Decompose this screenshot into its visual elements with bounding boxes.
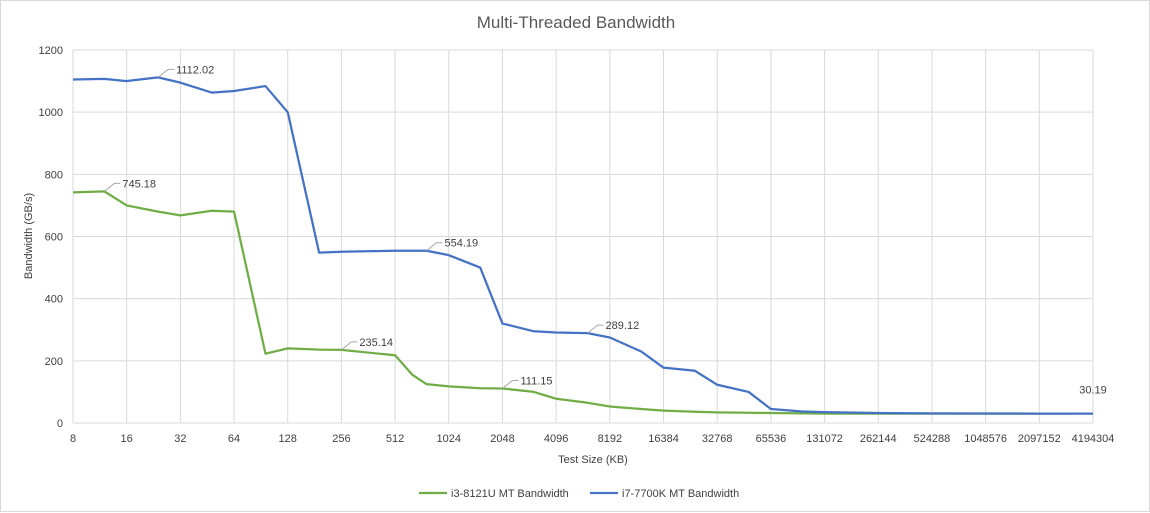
x-tick-label: 131072 — [806, 433, 843, 445]
data-label: 554.19 — [445, 238, 479, 250]
x-tick-label: 8 — [70, 433, 76, 445]
x-tick-label: 32768 — [702, 433, 733, 445]
data-labels: 745.18 235.14 111.15 1112.02 554.19 289.12 30.… — [104, 64, 1107, 397]
chart-title: Multi-Threaded Bandwidth — [477, 13, 675, 32]
data-label-leader — [587, 324, 604, 334]
y-tick-label: 0 — [57, 418, 63, 430]
data-label-leader — [426, 242, 443, 252]
data-label: 30.19 — [1079, 385, 1107, 397]
series-line-i3-8121u[interactable] — [72, 190, 1071, 415]
x-tick-label: 2048 — [490, 433, 514, 445]
x-tick-label: 512 — [386, 433, 404, 445]
y-tick-label: 1000 — [39, 107, 63, 119]
x-tick-label: 128 — [279, 433, 297, 445]
x-tick-label: 1024 — [437, 433, 461, 445]
y-tick-label: 400 — [45, 294, 63, 306]
legend-label-i7[interactable]: i7-7700K MT Bandwidth — [622, 488, 739, 500]
data-label: 289.12 — [606, 320, 640, 332]
x-tick-label: 16 — [121, 433, 133, 445]
x-tick-label: 1048576 — [964, 433, 1007, 445]
legend: i3-8121U MT Bandwidth i7-7700K MT Bandwi… — [419, 488, 739, 500]
x-tick-label: 8192 — [598, 433, 622, 445]
y-tick-label: 600 — [45, 232, 63, 244]
y-tick-label: 1200 — [39, 45, 63, 57]
x-tick-label: 16384 — [648, 433, 679, 445]
series-line-i7-7700k[interactable] — [72, 76, 1094, 415]
data-label-leader — [104, 182, 121, 192]
x-tick-label: 4194304 — [1072, 433, 1115, 445]
x-tick-label: 262144 — [860, 433, 897, 445]
x-tick-label: 2097152 — [1018, 433, 1061, 445]
data-label-leader — [502, 379, 519, 389]
x-axis-label: Test Size (KB) — [558, 454, 628, 466]
y-axis-ticks: 0 200 400 600 800 1000 1200 — [39, 45, 63, 430]
data-label: 1112.02 — [176, 64, 214, 76]
data-label-leader — [157, 68, 175, 78]
legend-label-i3[interactable]: i3-8121U MT Bandwidth — [451, 488, 569, 500]
x-axis-ticks: 8 16 32 64 128 256 512 1024 2048 4096 8192 16384 327… — [70, 433, 1114, 445]
x-tick-label: 32 — [174, 433, 186, 445]
x-tick-label: 64 — [228, 433, 240, 445]
data-label-leader — [341, 341, 358, 351]
data-label: 745.18 — [122, 178, 156, 190]
y-tick-label: 800 — [45, 169, 63, 181]
data-label: 111.15 — [520, 375, 552, 387]
y-axis-label: Bandwidth (GB/s) — [23, 193, 35, 279]
x-tick-label: 524288 — [914, 433, 951, 445]
x-tick-label: 256 — [332, 433, 350, 445]
y-tick-label: 200 — [45, 356, 63, 368]
series-lines — [72, 76, 1094, 415]
x-tick-label: 4096 — [544, 433, 568, 445]
x-tick-label: 65536 — [756, 433, 787, 445]
data-label: 235.14 — [359, 337, 393, 349]
gridlines — [72, 49, 1094, 424]
